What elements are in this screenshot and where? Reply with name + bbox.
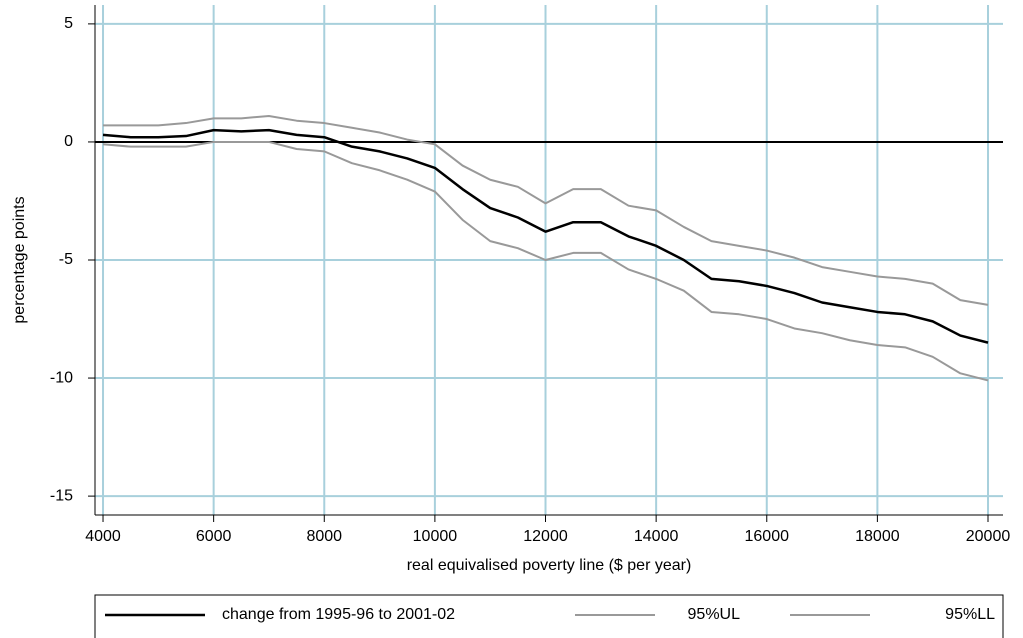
series-line: [102, 140, 989, 382]
x-tick-label: 10000: [413, 528, 458, 545]
x-tick-label: 16000: [745, 528, 790, 545]
series-line: [103, 114, 989, 306]
y-axis-label: percentage points: [11, 196, 28, 323]
y-tick-label: 0: [64, 133, 73, 150]
series-line: [102, 128, 989, 344]
y-tick-label: -5: [59, 251, 73, 268]
x-tick-label: 12000: [523, 528, 568, 545]
y-tick-label: -10: [50, 369, 73, 386]
x-tick-label: 14000: [634, 528, 679, 545]
x-tick-label: 18000: [855, 528, 900, 545]
legend-label: 95%UL: [688, 606, 741, 623]
y-tick-label: -15: [50, 487, 73, 504]
legend-label: 95%LL: [945, 606, 995, 623]
x-tick-label: 8000: [306, 528, 342, 545]
x-tick-label: 20000: [966, 528, 1011, 545]
y-tick-label: 5: [64, 15, 73, 32]
legend-box: [94, 594, 1004, 638]
x-tick-label: 6000: [196, 528, 232, 545]
x-tick-label: 4000: [85, 528, 121, 545]
legend-label: change from 1995-96 to 2001-02: [222, 606, 455, 623]
x-axis-label: real equivalised poverty line ($ per yea…: [407, 557, 692, 574]
